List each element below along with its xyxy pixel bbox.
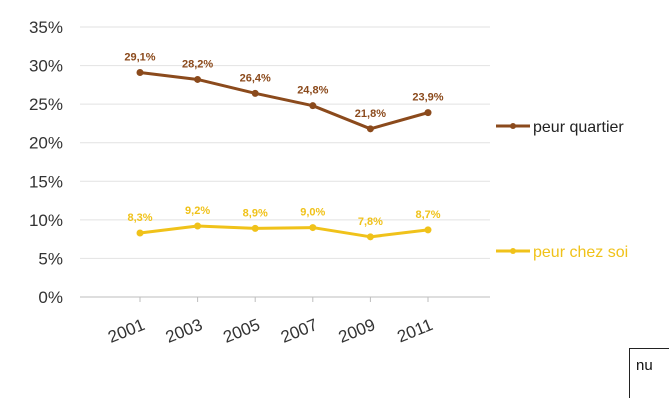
data-point: [366, 125, 374, 133]
data-label: 8,7%: [415, 209, 440, 221]
data-label: 9,2%: [185, 205, 210, 217]
data-label: 9,0%: [300, 207, 325, 219]
legend-marker: [510, 248, 516, 254]
y-tick-label: 25%: [29, 95, 63, 114]
series-line: [138, 71, 430, 131]
y-axis: 0% 5% 10% 15% 20% 25% 30% 35%: [29, 18, 63, 307]
x-tick-label: 2011: [394, 315, 435, 346]
data-point: [424, 109, 432, 117]
corner-fragment-box: nu: [629, 348, 669, 398]
y-tick-label: 10%: [29, 211, 63, 230]
x-tick-label: 2009: [336, 315, 378, 347]
y-tick-label: 20%: [29, 134, 63, 153]
data-point: [424, 226, 432, 234]
y-tick-label: 0%: [38, 288, 63, 307]
x-tick-label: 2001: [105, 315, 147, 347]
y-tick-label: 35%: [29, 18, 63, 37]
data-point: [136, 69, 144, 77]
data-point: [309, 224, 317, 232]
x-tick-label: 2005: [221, 315, 263, 347]
series-line: [138, 224, 430, 239]
data-label: 26,4%: [240, 72, 271, 84]
data-label: 28,2%: [182, 58, 213, 70]
y-tick-label: 30%: [29, 57, 63, 76]
data-point: [251, 89, 259, 97]
line-chart: 0%5%10%15%20%25%30%35% 2001 2003 2005 2007 2…: [29, 18, 628, 347]
data-point: [309, 102, 317, 110]
y-tick-label: 15%: [29, 172, 63, 191]
series-peur-quartier: 29,1% 28,2% 26,4% 24,8% 21,8% 23,9%: [124, 52, 444, 133]
legend-label: peur chez soi: [533, 244, 628, 261]
data-label: 24,8%: [297, 85, 328, 97]
data-label: 8,9%: [243, 207, 268, 219]
corner-fragment-text: nu: [636, 357, 653, 374]
legend-label: peur quartier: [533, 119, 624, 136]
data-point: [251, 224, 259, 232]
data-label: 29,1%: [124, 52, 155, 64]
data-label: 7,8%: [358, 216, 383, 228]
y-tick-label: 5%: [38, 249, 63, 268]
data-point: [136, 229, 144, 237]
x-tick-label: 2007: [278, 315, 320, 347]
data-label: 8,3%: [127, 212, 152, 224]
legend: peur quartier peur chez soi: [496, 119, 628, 261]
legend-marker: [510, 123, 516, 129]
data-point: [194, 75, 202, 83]
x-tick-label: 2003: [163, 315, 205, 347]
data-label: 21,8%: [355, 108, 386, 120]
series-layer: 29,1%28,2%26,4%24,8%21,8%23,9%8,3%9,2% 8,…: [124, 52, 444, 241]
data-label: 23,9%: [412, 92, 443, 104]
gridlines: [80, 26, 490, 298]
series-peur-chez-soi: 8,3% 9,2% 8,9% 9,0% 7,8% 8,7%: [127, 205, 441, 241]
x-axis: 2001 2003 2005 2007 2009 2011: [105, 297, 435, 347]
data-point: [194, 222, 202, 230]
data-point: [366, 233, 374, 241]
